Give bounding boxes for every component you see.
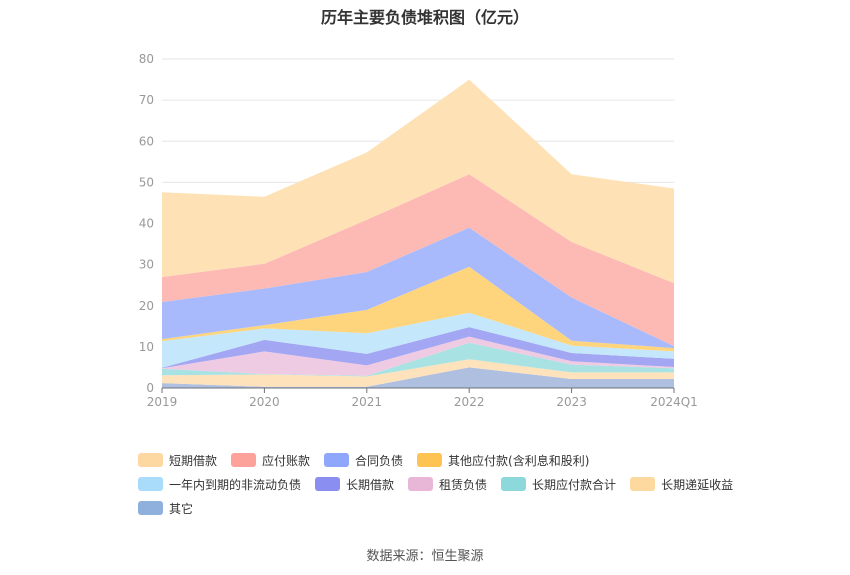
legend-label: 长期递延收益 (661, 477, 734, 492)
area-series-5 (162, 312, 674, 368)
x-tick-label: 2024Q1 (650, 395, 698, 409)
legend-label: 短期借款 (169, 453, 218, 468)
y-tick-label: 40 (139, 217, 154, 231)
y-tick-label: 60 (139, 134, 154, 148)
legend-item[interactable]: 合同负债 (324, 448, 403, 472)
legend-label: 应付账款 (262, 453, 311, 468)
legend-label: 一年内到期的非流动负债 (169, 477, 302, 492)
legend-item[interactable]: 应付账款 (231, 448, 310, 472)
y-tick-label: 50 (139, 175, 154, 189)
area-series-1 (162, 359, 674, 387)
legend-swatch (408, 477, 434, 491)
x-tick-label: 2020 (249, 395, 280, 409)
legend-swatch (138, 477, 163, 491)
legend-label: 合同负债 (355, 453, 404, 468)
legend-swatch (315, 477, 341, 491)
legend-swatch (417, 453, 443, 467)
legend-swatch (231, 453, 257, 467)
x-tick-label: 2021 (352, 395, 383, 409)
y-tick-label: 20 (139, 299, 154, 313)
legend-item[interactable]: 长期应付款合计 (501, 472, 616, 496)
legend-item[interactable]: 其他应付款(含利息和股利) (417, 448, 589, 472)
area-series-2 (162, 342, 674, 377)
legend-swatch (324, 453, 350, 467)
axes: 0 10 20 30 40 50 60 70 80 2019 2020 2021 2022 2023 202… (139, 52, 698, 409)
legend-swatch (630, 477, 656, 491)
area-series-4 (162, 327, 674, 369)
area-series-3 (162, 336, 674, 376)
y-tick-label: 70 (139, 93, 154, 107)
stacked-area-chart: 0 10 20 30 40 50 60 70 80 2019 2020 2021 2022 2023 202… (139, 52, 698, 409)
area-series-0 (162, 367, 674, 388)
x-tick-label: 2023 (556, 395, 587, 409)
legend-label: 其他应付款(含利息和股利) (448, 453, 590, 468)
x-tick-label: 2019 (147, 395, 178, 409)
legend-item[interactable]: 其它 (138, 496, 193, 520)
legend-item[interactable]: 长期借款 (315, 472, 394, 496)
y-tick-label: 30 (139, 258, 154, 272)
legend-item[interactable]: 短期借款 (138, 448, 217, 472)
legend: 短期借款 应付账款 合同负债 其他应付款(含利息和股利) 一年内到期的非流动负债 长期借款… (138, 448, 758, 520)
area-series-6 (162, 266, 674, 352)
data-source-note: 数据来源：恒生聚源 (366, 549, 484, 564)
legend-label: 长期应付款合计 (532, 477, 617, 492)
legend-item[interactable]: 一年内到期的非流动负债 (138, 472, 301, 496)
legend-item[interactable]: 租赁负债 (408, 472, 487, 496)
legend-label: 长期借款 (346, 477, 395, 492)
y-tick-label: 10 (139, 340, 154, 354)
area-series-7 (162, 227, 674, 349)
legend-item[interactable]: 长期递延收益 (630, 472, 733, 496)
legend-label: 其它 (169, 501, 194, 516)
y-tick-label: 80 (139, 52, 154, 66)
chart-title: 历年主要负债堆积图（亿元） (320, 8, 529, 27)
legend-swatch (501, 477, 527, 491)
legend-swatch (138, 501, 163, 515)
area-series-8 (162, 174, 674, 347)
y-tick-label: 0 (146, 381, 154, 395)
legend-swatch (138, 453, 163, 467)
x-tick-label: 2022 (454, 395, 485, 409)
legend-label: 租赁负债 (439, 477, 488, 492)
area-series-9 (162, 79, 674, 284)
area-series-group (162, 79, 674, 388)
